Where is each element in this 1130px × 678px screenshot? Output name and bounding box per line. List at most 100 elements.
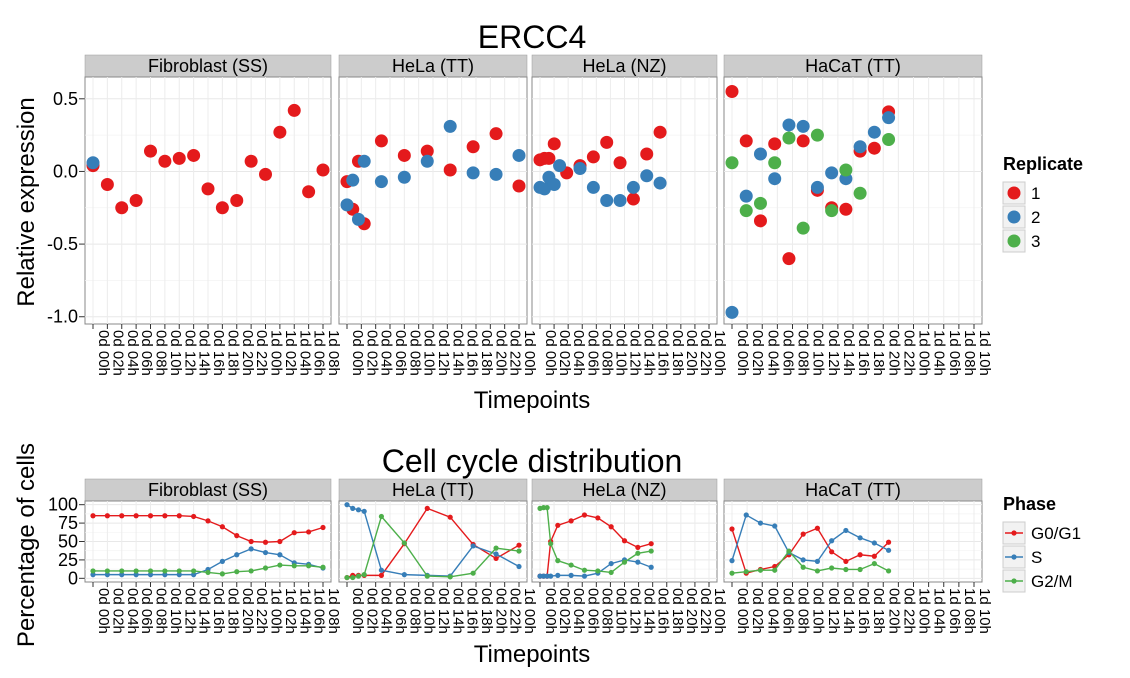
scatter-point bbox=[466, 166, 480, 180]
line-point bbox=[540, 505, 547, 511]
x-tick-label: 0d 10h bbox=[421, 330, 438, 376]
scatter-point bbox=[547, 178, 561, 192]
x-tick-label: 1d 04h bbox=[931, 588, 948, 634]
x-tick-label: 0d 22h bbox=[697, 588, 714, 634]
x-tick-label: 0d 18h bbox=[478, 330, 495, 376]
scatter-point bbox=[443, 163, 457, 177]
y-tick-label: 50 bbox=[58, 532, 78, 552]
x-tick-label: 0d 00h bbox=[734, 330, 751, 376]
x-tick-label: 0d 20h bbox=[239, 330, 256, 376]
scatter-point bbox=[129, 194, 143, 207]
line-point bbox=[648, 564, 654, 570]
chart-title: Cell cycle distribution bbox=[382, 443, 683, 479]
line-point bbox=[581, 567, 588, 573]
line-point bbox=[361, 508, 367, 514]
scatter-point bbox=[753, 214, 767, 228]
series-s bbox=[344, 502, 522, 579]
line-point bbox=[581, 573, 588, 579]
scatter-point bbox=[640, 147, 654, 161]
series-1 bbox=[533, 125, 667, 206]
scatter-point bbox=[374, 175, 388, 189]
line-point bbox=[544, 505, 550, 511]
line-point bbox=[635, 559, 641, 565]
x-tick-label: 0d 00h bbox=[95, 588, 112, 634]
scatter-point bbox=[853, 186, 867, 200]
line-point bbox=[133, 513, 139, 519]
line-point bbox=[291, 530, 297, 536]
x-tick-label: 0d 08h bbox=[153, 588, 170, 634]
scatter-point bbox=[613, 156, 627, 170]
line-point bbox=[470, 543, 476, 549]
line-point bbox=[635, 544, 641, 550]
line-point bbox=[401, 540, 407, 546]
y-tick-label: 0.0 bbox=[53, 161, 78, 181]
line-point bbox=[234, 533, 240, 539]
line-point bbox=[262, 565, 269, 571]
x-tick-label: 0d 06h bbox=[392, 330, 409, 376]
x-tick-label: 0d 02h bbox=[109, 588, 126, 634]
legend-key-point bbox=[1007, 186, 1021, 200]
line-point bbox=[248, 568, 254, 574]
scatter-point bbox=[158, 154, 172, 168]
y-tick-label: 25 bbox=[58, 550, 78, 570]
x-tick-label: 0d 08h bbox=[406, 588, 423, 634]
line-point bbox=[786, 548, 792, 554]
series-2 bbox=[86, 156, 100, 170]
x-tick-label: 0d 06h bbox=[779, 588, 796, 634]
x-tick-label: 0d 02h bbox=[749, 588, 766, 634]
line-point bbox=[537, 573, 543, 579]
line-point bbox=[493, 545, 499, 551]
x-tick-label: 0d 14h bbox=[196, 330, 213, 376]
line-point bbox=[757, 520, 764, 526]
line-point bbox=[162, 513, 168, 519]
scatter-point bbox=[768, 156, 782, 170]
line-point bbox=[885, 568, 892, 574]
series-2 bbox=[533, 159, 667, 207]
x-tick-label: 0d 12h bbox=[435, 588, 452, 634]
line-point bbox=[219, 558, 225, 564]
scatter-point bbox=[512, 148, 526, 162]
line-point bbox=[829, 565, 835, 571]
x-tick-label: 0d 12h bbox=[825, 588, 842, 634]
x-tick-label: 0d 10h bbox=[167, 330, 184, 376]
x-tick-label: 1d 10h bbox=[976, 588, 993, 634]
scatter-point bbox=[882, 132, 896, 146]
legend-key-point bbox=[1007, 234, 1021, 248]
x-tick-label: 0d 14h bbox=[840, 330, 857, 376]
series-g0-g1 bbox=[90, 513, 326, 545]
line-point bbox=[355, 507, 362, 513]
scatter-point bbox=[100, 178, 114, 192]
line-point bbox=[814, 558, 821, 564]
x-tick-label: 0d 12h bbox=[181, 330, 198, 376]
x-tick-label: 0d 22h bbox=[900, 330, 917, 376]
legend-label: S bbox=[1031, 548, 1042, 567]
x-tick-label: 0d 16h bbox=[855, 588, 872, 634]
line-point bbox=[757, 567, 764, 573]
line-point bbox=[857, 552, 863, 558]
line-point bbox=[104, 568, 110, 574]
x-tick-label: 0d 16h bbox=[855, 330, 872, 376]
scatter-point bbox=[273, 125, 287, 139]
line-point bbox=[829, 549, 835, 555]
scatter-point bbox=[810, 128, 824, 142]
scatter-point bbox=[739, 134, 753, 148]
series-3 bbox=[725, 128, 896, 235]
x-tick-label: 0d 00h bbox=[542, 330, 559, 376]
scatter-point bbox=[374, 134, 388, 148]
x-tick-label: 0d 20h bbox=[885, 330, 902, 376]
x-tick-label: 0d 12h bbox=[627, 330, 644, 376]
line-point bbox=[800, 564, 806, 570]
scatter-point bbox=[340, 198, 354, 212]
scatter-point bbox=[725, 85, 739, 99]
line-point bbox=[493, 555, 499, 562]
line-point bbox=[621, 559, 628, 565]
chart-title: ERCC4 bbox=[478, 19, 586, 55]
x-tick-label: 0d 16h bbox=[655, 588, 672, 634]
series-g2-m bbox=[729, 548, 892, 576]
series-g2-m bbox=[90, 562, 326, 577]
x-tick-label: 0d 18h bbox=[478, 588, 495, 634]
x-tick-label: 0d 02h bbox=[363, 588, 380, 634]
x-axis-title: Timepoints bbox=[474, 387, 590, 414]
